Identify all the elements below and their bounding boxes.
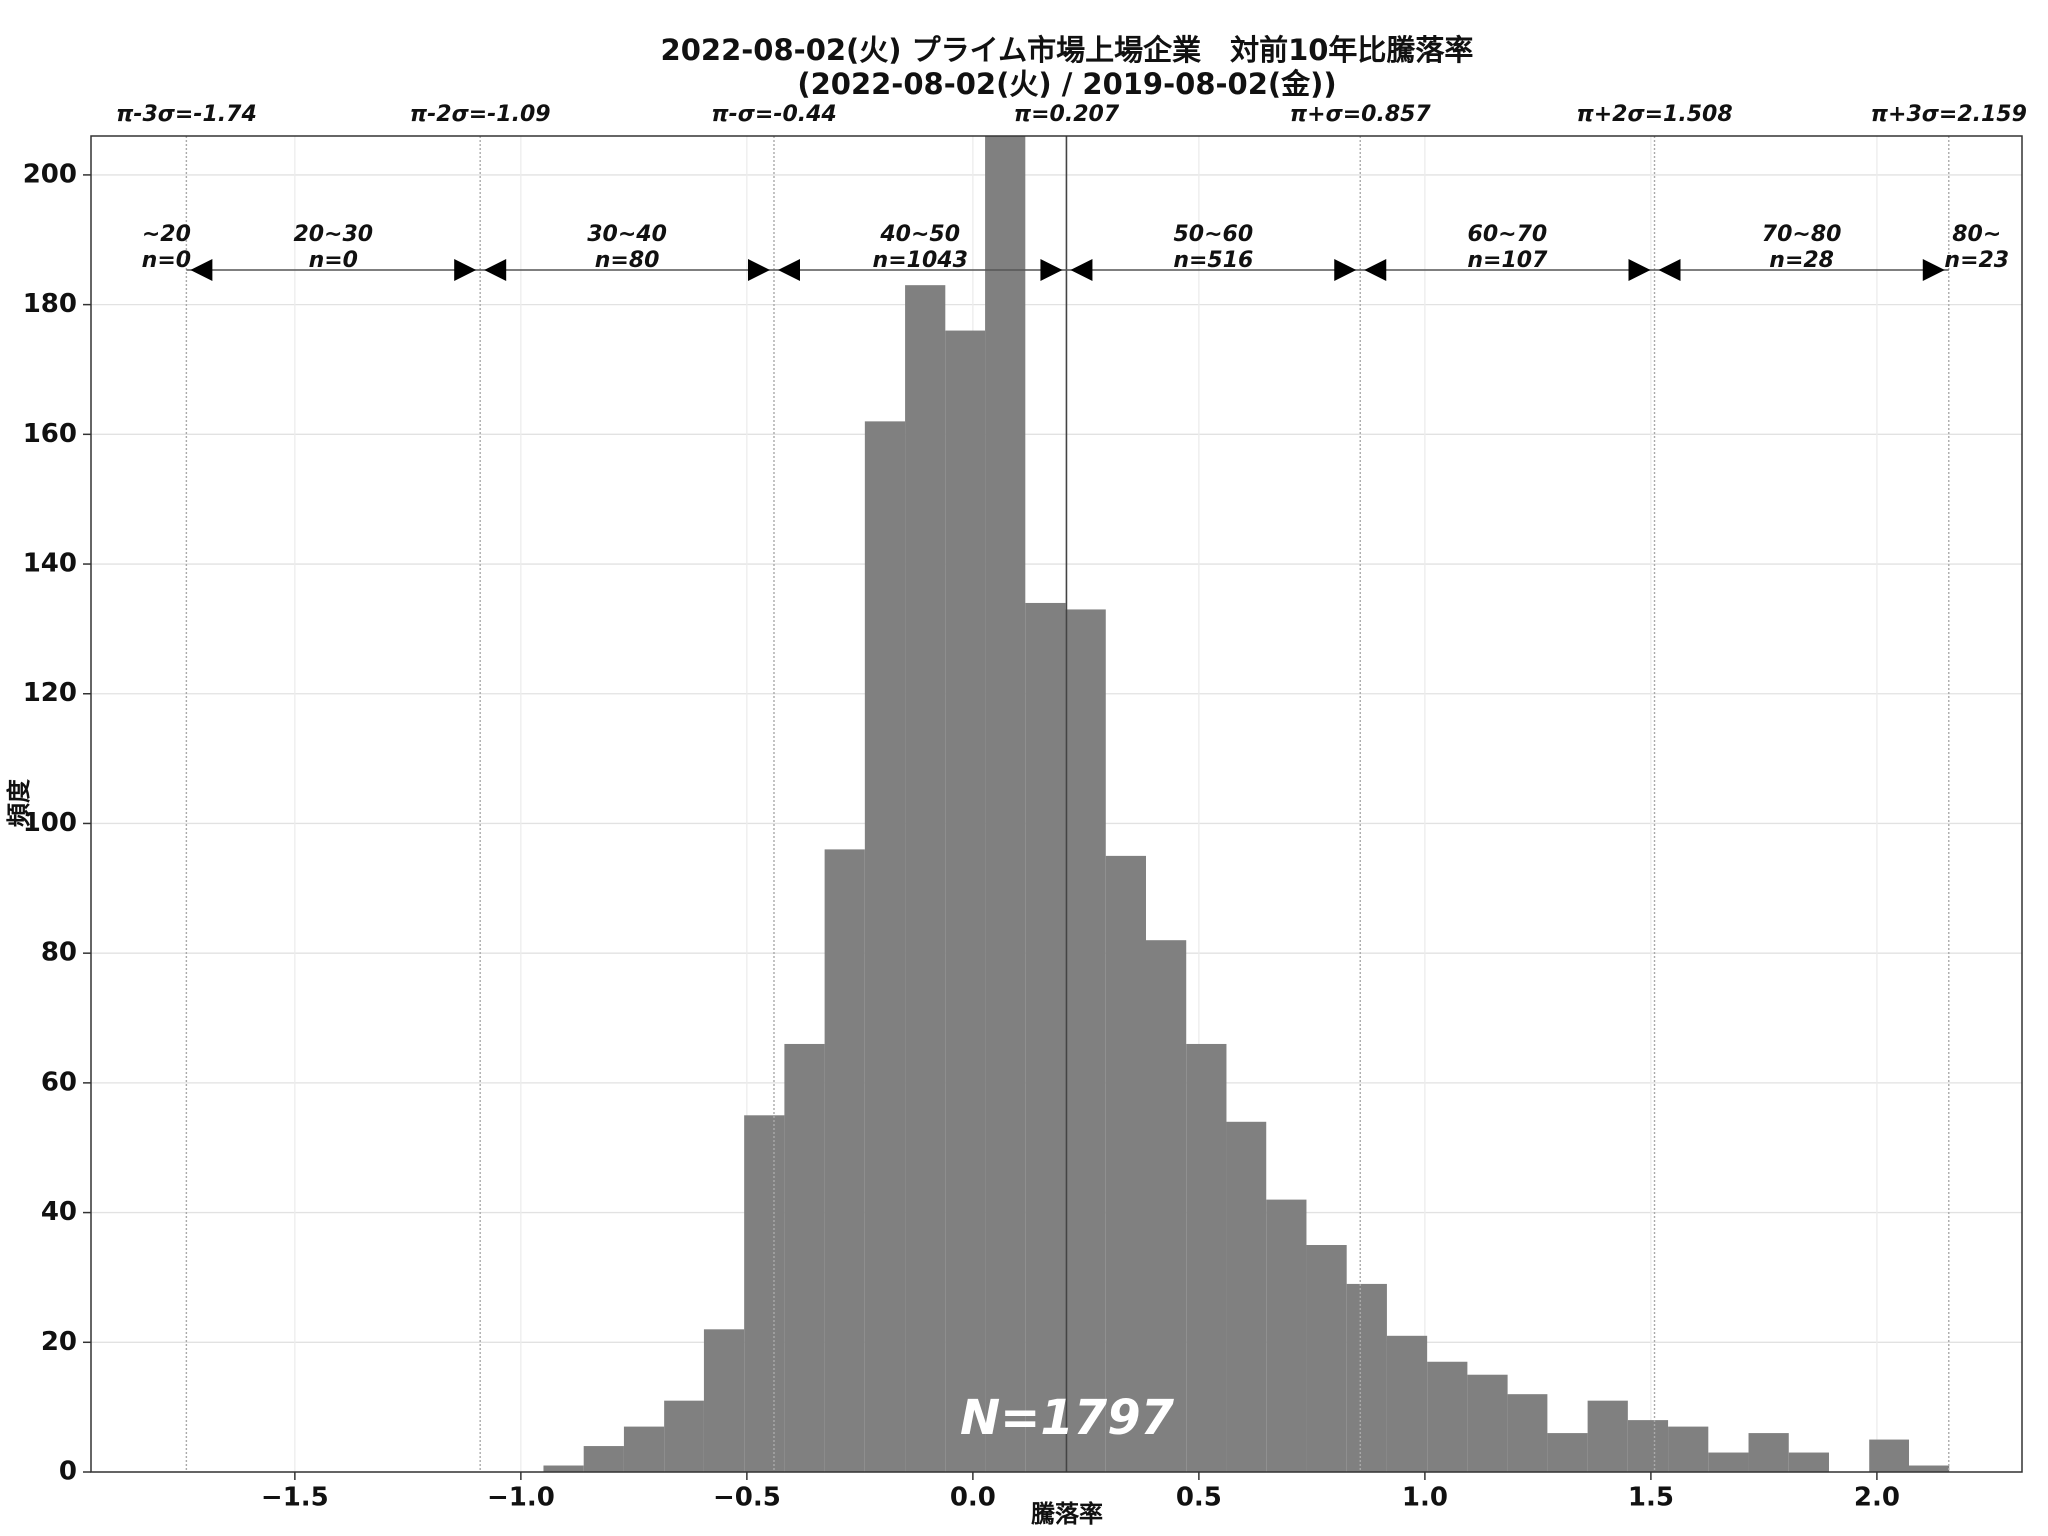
x-tick-label: 1.0 (1402, 1483, 1448, 1513)
region-range: 70~80 (1762, 222, 1842, 247)
region-range: ~20 (142, 222, 191, 247)
region-range: 60~70 (1468, 222, 1548, 247)
bar (945, 330, 986, 1472)
bar (1266, 1199, 1307, 1472)
bar (1025, 602, 1066, 1472)
x-tick-label: −0.5 (713, 1483, 781, 1513)
bar (1065, 609, 1106, 1472)
reference-label: π+3σ=2.159 (1871, 102, 2027, 127)
bar (744, 1115, 785, 1472)
bar (1427, 1361, 1468, 1472)
bar (864, 421, 906, 1472)
arrow-head (1070, 259, 1093, 281)
bar (1386, 1335, 1428, 1472)
region-count: n=0 (309, 248, 358, 273)
y-axis-label: 頻度 (5, 778, 33, 827)
arrow-head (1658, 259, 1681, 281)
y-tick-label: 100 (23, 808, 77, 838)
reference-label: π+σ=0.857 (1290, 102, 1432, 127)
arrow-head (484, 259, 507, 281)
arrow-head (190, 259, 213, 281)
arrow-head (454, 259, 477, 281)
y-tick-label: 80 (41, 938, 77, 968)
bar (1145, 940, 1187, 1472)
total-label: N=1797 (960, 1390, 1175, 1446)
bar (623, 1426, 665, 1472)
region-count: n=516 (1173, 248, 1253, 273)
bar (664, 1400, 704, 1472)
reference-label: π-3σ=-1.74 (116, 102, 257, 127)
y-tick-label: 160 (23, 419, 77, 449)
bar (1627, 1420, 1669, 1472)
bar (1587, 1400, 1628, 1472)
bar (1668, 1426, 1709, 1472)
overlay: 0 20 40 60 80 100 120 140 160 180 200 −1.5 −1.0 −0.5 0… (23, 102, 2027, 1513)
y-tick-label: 140 (23, 549, 77, 579)
y-tick-label: 0 (59, 1457, 77, 1487)
region-count: n=80 (595, 248, 660, 273)
arrow-head (1334, 259, 1357, 281)
arrow-head (777, 259, 800, 281)
arrow-head (1628, 259, 1651, 281)
bar (1306, 1245, 1347, 1472)
chart-title: 2022-08-02(火) プライム市場上場企業 対前10年比騰落率 (661, 33, 1474, 67)
bar (1748, 1433, 1789, 1472)
bar (985, 136, 1026, 1472)
region-count: n=0 (142, 248, 191, 273)
reference-label: π+2σ=1.508 (1576, 102, 1732, 127)
y-tick-label: 180 (23, 289, 77, 319)
y-tick-label: 40 (41, 1197, 77, 1227)
bar (784, 1043, 825, 1472)
arrow-head (1364, 259, 1387, 281)
bars (543, 136, 1950, 1472)
bar (703, 1329, 745, 1472)
arrow-head (747, 259, 770, 281)
bar (1467, 1374, 1508, 1472)
bar (824, 849, 865, 1472)
x-axis-label: 騰落率 (1031, 1500, 1103, 1528)
x-tick-label: 0.0 (950, 1483, 996, 1513)
region-range: 50~60 (1174, 222, 1254, 247)
bar (1346, 1283, 1387, 1472)
x-tick-label: 0.5 (1176, 1483, 1222, 1513)
arrow-head (1040, 259, 1063, 281)
bar (1186, 1043, 1227, 1472)
region-count: n=28 (1769, 248, 1834, 273)
region-count: n=1043 (873, 248, 968, 273)
bar (543, 1465, 584, 1472)
bar (905, 285, 946, 1472)
bar (1869, 1439, 1909, 1472)
bar (1226, 1121, 1267, 1472)
x-tick-label: 1.5 (1628, 1483, 1674, 1513)
y-tick-label: 20 (41, 1327, 77, 1357)
region-count: n=107 (1467, 248, 1548, 273)
reference-label: π-2σ=-1.09 (410, 102, 551, 127)
region-range: 80~ (1952, 222, 2001, 247)
bar (1908, 1465, 1950, 1472)
y-tick-label: 200 (23, 159, 77, 189)
region-range: 40~50 (879, 222, 960, 247)
region-range: 20~30 (293, 222, 373, 247)
region-range: 30~40 (587, 222, 667, 247)
bar (1547, 1433, 1588, 1472)
x-tick-label: 2.0 (1854, 1483, 1900, 1513)
bar (1105, 855, 1146, 1472)
reference-label: π-σ=-0.44 (711, 102, 837, 127)
x-tick-label: −1.0 (487, 1483, 555, 1513)
plot-frame (90, 135, 2023, 1473)
bar (1788, 1452, 1829, 1472)
bar (1708, 1452, 1749, 1472)
bar (1507, 1394, 1548, 1472)
x-tick-label: −1.5 (261, 1483, 329, 1513)
arrow-head (1922, 259, 1945, 281)
region-count: n=23 (1944, 248, 2009, 273)
y-tick-label: 120 (23, 678, 77, 708)
bar (583, 1446, 624, 1472)
y-tick-label: 60 (41, 1067, 77, 1097)
reference-label: π=0.207 (1014, 102, 1120, 127)
chart-subtitle: (2022-08-02(火) / 2019-08-02(金)) (797, 67, 1336, 101)
